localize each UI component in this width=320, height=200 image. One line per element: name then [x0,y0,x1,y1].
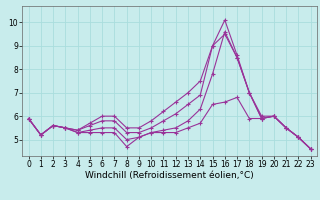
X-axis label: Windchill (Refroidissement éolien,°C): Windchill (Refroidissement éolien,°C) [85,171,254,180]
